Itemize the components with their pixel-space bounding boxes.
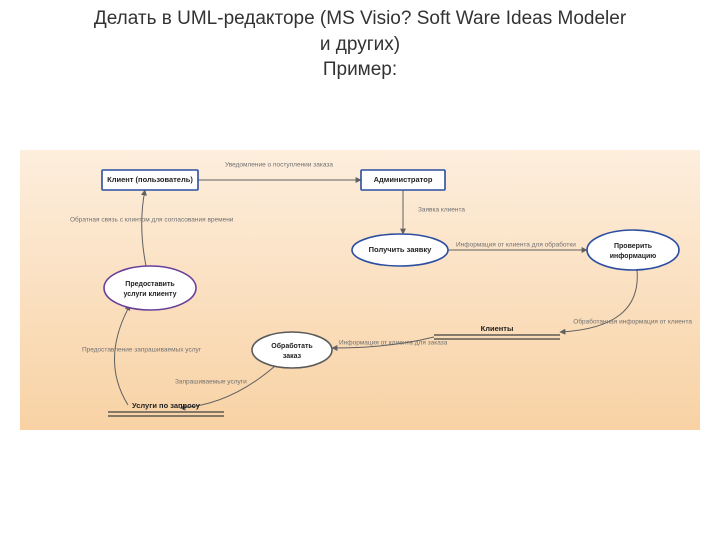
node-provide-label2: услуги клиенту (124, 291, 177, 298)
node-admin-label: Администратор (374, 175, 433, 184)
edge-label-2: Заявка клиента (418, 207, 465, 214)
edge-label-1: Уведомление о поступлении заказа (225, 162, 333, 169)
node-check-label1: Проверить (614, 243, 653, 250)
edge-label-8: Обратная связь с клинтом для согласовани… (70, 216, 234, 224)
diagram-container: Уведомление о поступлении заказа Заявка … (20, 150, 700, 430)
node-process-ellipse (252, 332, 332, 368)
node-getreq-label: Получить заявку (369, 245, 432, 254)
node-check-ellipse (587, 230, 679, 270)
node-get-request: Получить заявку (352, 234, 448, 266)
title-line-1: Делать в UML-редакторе (MS Visio? Soft W… (94, 8, 626, 29)
page-title: Делать в UML-редакторе (MS Visio? Soft W… (0, 0, 720, 83)
node-provide-ellipse (104, 266, 196, 310)
node-process-label2: заказ (283, 353, 302, 360)
edge-provide-client (142, 190, 146, 266)
node-provide-service: Предоставить услуги клиенту (104, 266, 196, 310)
edge-services-provide (114, 305, 130, 405)
edge-label-6: Запрашиваемые услуги (175, 379, 247, 386)
edge-label-4: Обработанная информация от клиента (573, 318, 692, 326)
object-clients-label: Клиенты (481, 324, 514, 333)
node-client: Клиент (пользователь) (102, 170, 198, 190)
node-process-label1: Обработать (271, 342, 313, 350)
node-check-label2: информацию (610, 253, 657, 260)
title-line-2: и других) (320, 34, 400, 55)
edge-label-3: Информация от клиента для обработки (456, 241, 576, 249)
edge-label-5: Информация от клиента для заказа (339, 340, 448, 347)
node-client-label: Клиент (пользователь) (107, 175, 193, 184)
node-admin: Администратор (361, 170, 445, 190)
node-provide-label1: Предоставить (125, 281, 175, 288)
node-process-order: Обработать заказ (252, 332, 332, 368)
title-line-3: Пример: (323, 59, 397, 80)
node-check-info: Проверить информацию (587, 230, 679, 270)
object-services-label: Услуги по запросу (132, 401, 201, 410)
object-clients: Клиенты (434, 324, 560, 339)
uml-diagram: Уведомление о поступлении заказа Заявка … (20, 150, 700, 430)
edge-label-7: Предоставление запрашиваемых услуг (82, 347, 202, 354)
